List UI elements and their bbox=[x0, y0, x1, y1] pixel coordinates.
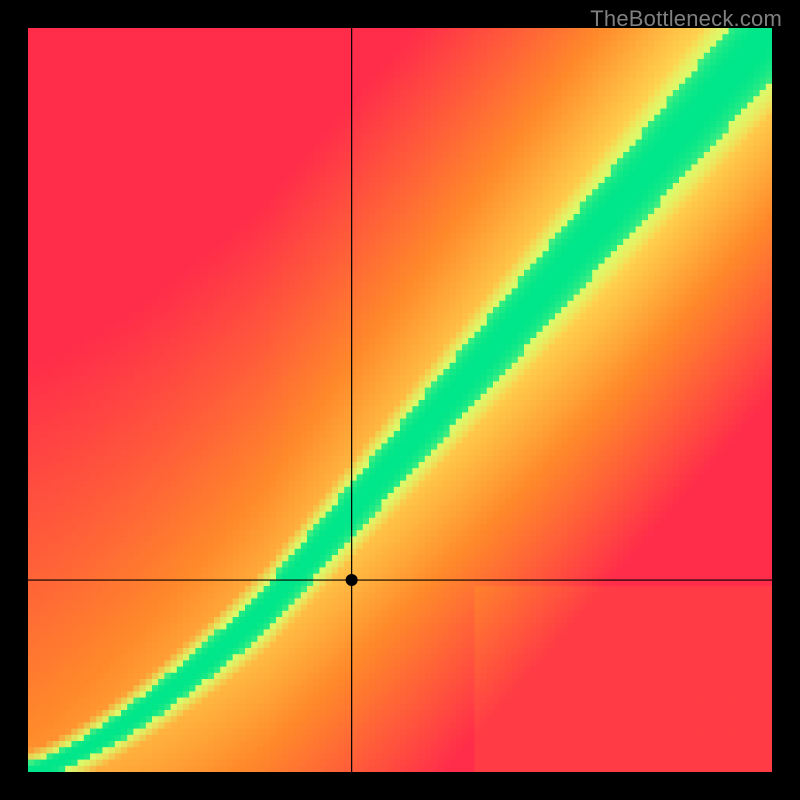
crosshair-dot bbox=[346, 574, 358, 586]
attribution-label: TheBottleneck.com bbox=[590, 6, 782, 32]
heatmap-chart bbox=[28, 28, 772, 772]
heatmap-svg bbox=[28, 28, 772, 772]
heatmap-cells bbox=[28, 28, 772, 772]
